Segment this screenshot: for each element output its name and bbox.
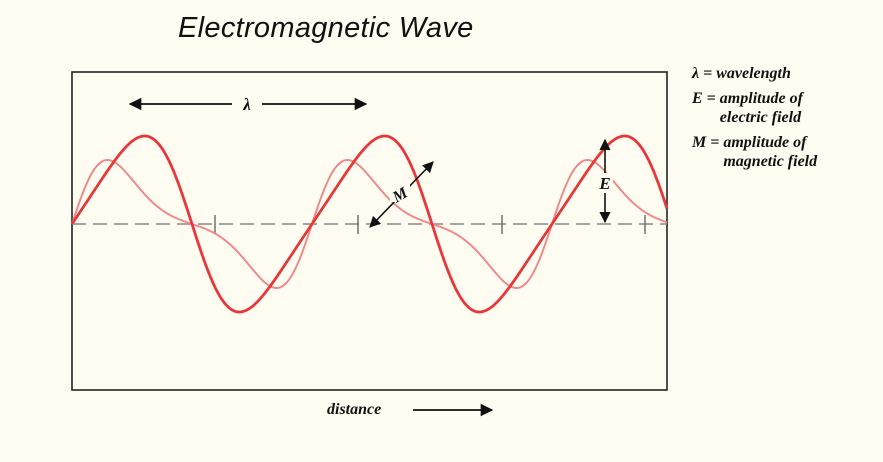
legend-entry-magnetic: M = amplitude of magnetic field [692, 134, 818, 170]
legend-entry-wavelength: λ = wavelength [692, 65, 791, 82]
electric-wave [70, 134, 669, 314]
legend-symbol: λ [692, 65, 700, 82]
distance-label: distance [327, 401, 381, 418]
legend-text: electric field [719, 109, 802, 126]
legend-symbol: M [692, 134, 707, 151]
legend-text: wavelength [716, 65, 791, 82]
legend-text: amplitude of [719, 90, 803, 107]
legend-text: amplitude of [723, 134, 807, 151]
wavelength-label: λ [242, 95, 251, 114]
legend-symbol: E [692, 90, 703, 107]
electric-amplitude-label: E [598, 174, 610, 193]
electric-amplitude-label-bg [597, 173, 613, 193]
legend-text: magnetic field [723, 153, 818, 170]
plot-frame [71, 71, 668, 391]
axis-ticks [214, 215, 646, 234]
magnetic-amplitude-label-bg [390, 184, 410, 202]
diagram-title: Electromagnetic Wave [178, 12, 474, 44]
legend: λ = wavelength E = amplitude of electric… [692, 64, 817, 177]
legend-entry-electric: E = amplitude of electric field [692, 90, 803, 126]
